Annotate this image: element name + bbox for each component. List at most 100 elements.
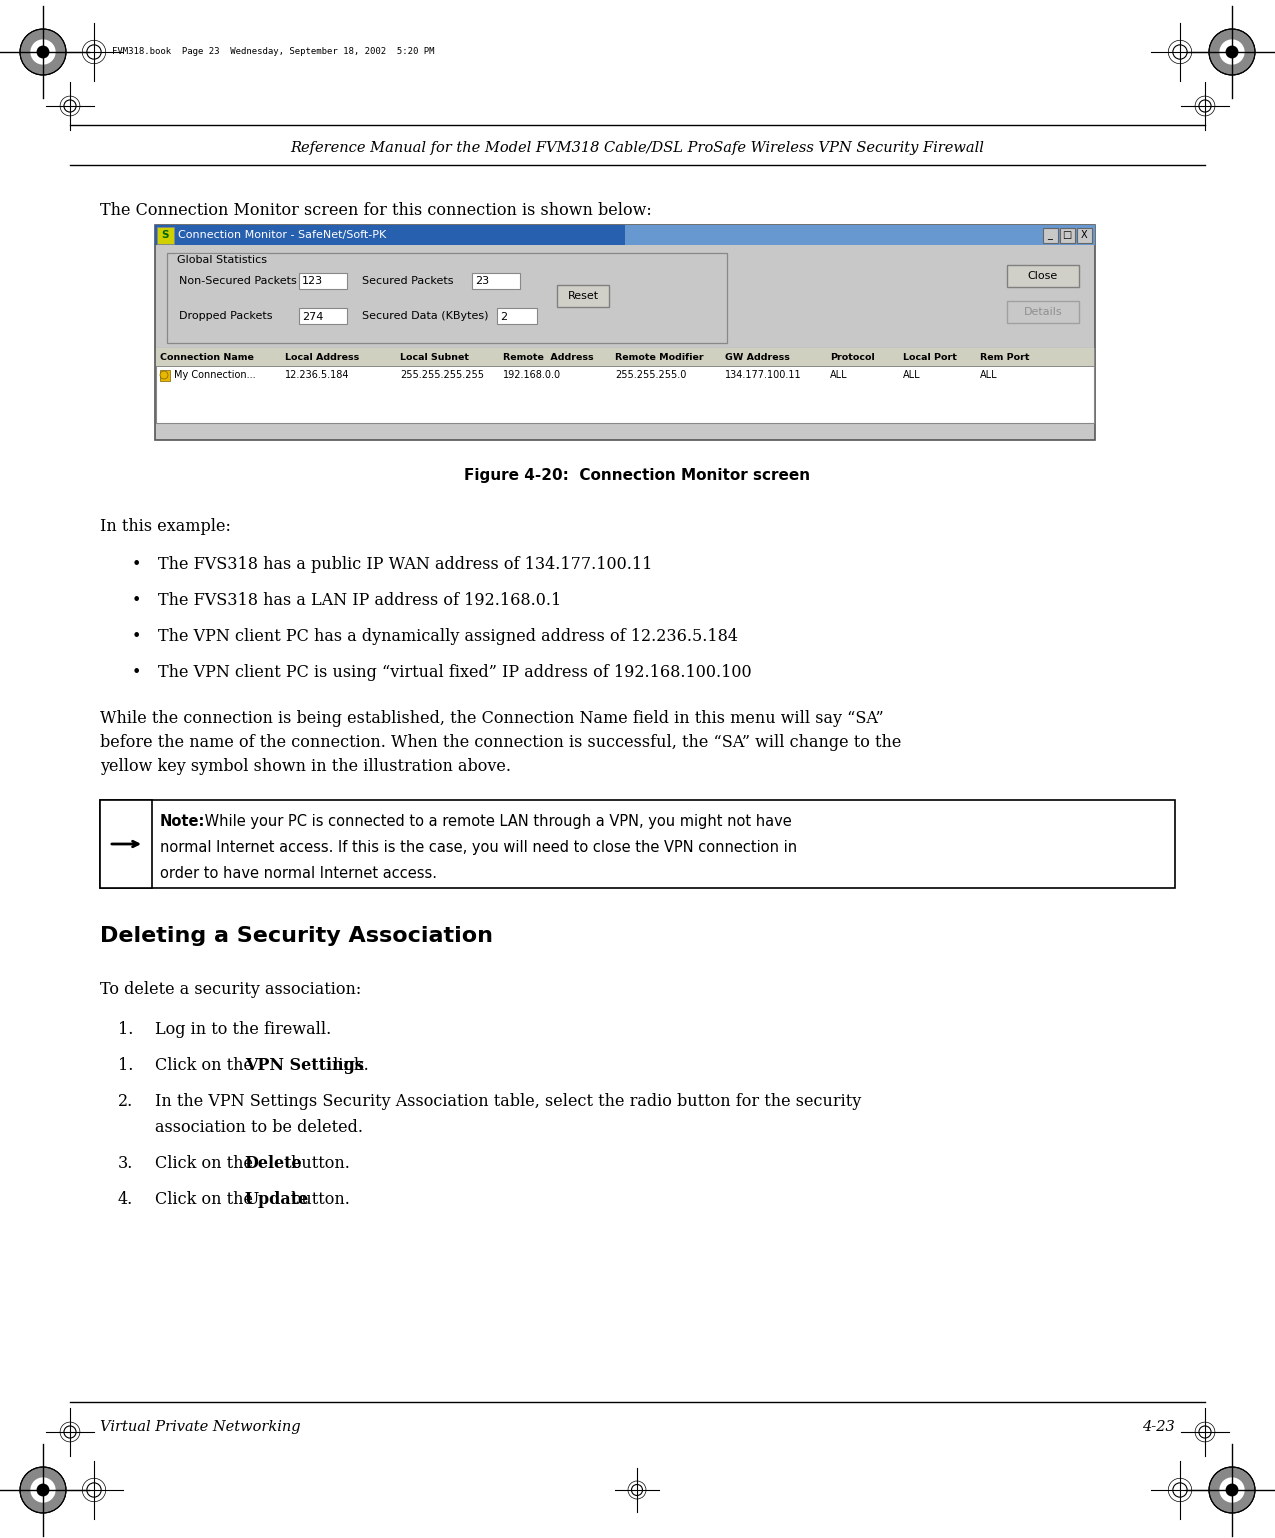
Text: •: •	[133, 628, 142, 644]
Text: X: X	[1081, 231, 1088, 240]
Bar	[1043, 228, 1058, 243]
Text: 192.168.0.0: 192.168.0.0	[504, 371, 561, 380]
Bar	[159, 371, 170, 381]
Bar	[1007, 265, 1079, 288]
Text: Click on the: Click on the	[156, 1155, 258, 1172]
Text: link.: link.	[328, 1057, 368, 1074]
Text: ALL: ALL	[980, 371, 997, 380]
Text: 1.: 1.	[119, 1057, 134, 1074]
Text: Rem Port: Rem Port	[980, 352, 1029, 361]
Circle shape	[1219, 1478, 1244, 1503]
Circle shape	[20, 29, 66, 75]
Bar	[156, 225, 1095, 440]
Text: Non-Secured Packets: Non-Secured Packets	[179, 275, 297, 286]
Text: •: •	[133, 557, 142, 574]
Text: Close: Close	[1028, 271, 1058, 281]
Text: •: •	[133, 664, 142, 681]
Bar	[157, 228, 173, 245]
Text: Reference Manual for the Model FVM318 Cable/DSL ProSafe Wireless VPN Security Fi: Reference Manual for the Model FVM318 Ca…	[289, 141, 984, 155]
Text: Figure 4-20:  Connection Monitor screen: Figure 4-20: Connection Monitor screen	[464, 468, 810, 483]
Text: Click on the: Click on the	[156, 1057, 258, 1074]
Text: Connection Monitor - SafeNet/Soft-PK: Connection Monitor - SafeNet/Soft-PK	[179, 231, 386, 240]
Text: yellow key symbol shown in the illustration above.: yellow key symbol shown in the illustrat…	[99, 758, 511, 775]
Text: before the name of the connection. When the connection is successful, the “SA” w: before the name of the connection. When …	[99, 734, 901, 751]
Text: •: •	[133, 592, 142, 609]
Text: _: _	[1048, 231, 1052, 240]
Text: Virtual Private Networking: Virtual Private Networking	[99, 1420, 301, 1433]
Text: order to have normal Internet access.: order to have normal Internet access.	[159, 866, 437, 881]
Text: The FVS318 has a public IP WAN address of 134.177.100.11: The FVS318 has a public IP WAN address o…	[158, 557, 653, 574]
Circle shape	[20, 1467, 66, 1513]
Text: 274: 274	[302, 312, 324, 321]
Text: In this example:: In this example:	[99, 518, 231, 535]
Text: Local Address: Local Address	[286, 352, 360, 361]
Text: Local Port: Local Port	[903, 352, 956, 361]
Circle shape	[1219, 40, 1244, 65]
Bar	[557, 285, 609, 308]
Text: VPN Settings: VPN Settings	[245, 1057, 363, 1074]
Circle shape	[1209, 1467, 1255, 1513]
Bar	[1007, 301, 1079, 323]
Circle shape	[31, 1478, 56, 1503]
Bar	[167, 252, 727, 343]
Text: Update: Update	[245, 1190, 309, 1207]
Bar	[99, 800, 152, 887]
Circle shape	[1225, 46, 1238, 58]
Text: 134.177.100.11: 134.177.100.11	[725, 371, 802, 380]
Bar	[625, 225, 1095, 245]
Text: 2: 2	[500, 312, 507, 321]
Text: Connection Name: Connection Name	[159, 352, 254, 361]
Text: 12.236.5.184: 12.236.5.184	[286, 371, 349, 380]
Text: Click on the: Click on the	[156, 1190, 258, 1207]
Bar	[1060, 228, 1075, 243]
Bar	[156, 348, 1094, 366]
Circle shape	[1209, 29, 1255, 75]
Text: Secured Data (KBytes): Secured Data (KBytes)	[362, 311, 488, 321]
Text: While the connection is being established, the Connection Name field in this men: While the connection is being establishe…	[99, 711, 884, 727]
Text: ALL: ALL	[903, 371, 921, 380]
Text: The Connection Monitor screen for this connection is shown below:: The Connection Monitor screen for this c…	[99, 201, 652, 218]
Circle shape	[1225, 1484, 1238, 1496]
Bar	[497, 308, 537, 325]
Bar	[156, 348, 1094, 423]
Text: Remote  Address: Remote Address	[504, 352, 594, 361]
Text: The VPN client PC is using “virtual fixed” IP address of 192.168.100.100: The VPN client PC is using “virtual fixe…	[158, 664, 752, 681]
Text: normal Internet access. If this is the case, you will need to close the VPN conn: normal Internet access. If this is the c…	[159, 840, 797, 855]
Text: GW Address: GW Address	[725, 352, 790, 361]
Text: FVM318.book  Page 23  Wednesday, September 18, 2002  5:20 PM: FVM318.book Page 23 Wednesday, September…	[112, 48, 435, 57]
Text: Reset: Reset	[567, 291, 598, 301]
Bar	[472, 274, 520, 289]
Text: Details: Details	[1024, 308, 1062, 317]
Text: 4.: 4.	[119, 1190, 134, 1207]
Text: button.: button.	[286, 1190, 349, 1207]
Text: 255.255.255.255: 255.255.255.255	[400, 371, 484, 380]
Circle shape	[37, 1484, 50, 1496]
Bar	[99, 800, 1176, 887]
Text: 23: 23	[476, 277, 490, 286]
Bar	[300, 274, 347, 289]
Text: In the VPN Settings Security Association table, select the radio button for the : In the VPN Settings Security Association…	[156, 1094, 861, 1110]
Text: Secured Packets: Secured Packets	[362, 275, 454, 286]
Text: 255.255.255.0: 255.255.255.0	[615, 371, 686, 380]
Text: The FVS318 has a LAN IP address of 192.168.0.1: The FVS318 has a LAN IP address of 192.1…	[158, 592, 561, 609]
Text: S: S	[161, 231, 168, 240]
Text: While your PC is connected to a remote LAN through a VPN, you might not have: While your PC is connected to a remote L…	[200, 814, 792, 829]
Text: □: □	[1062, 231, 1071, 240]
Text: Delete: Delete	[245, 1155, 302, 1172]
Text: Global Statistics: Global Statistics	[177, 255, 266, 265]
Text: Local Subnet: Local Subnet	[400, 352, 469, 361]
Text: Dropped Packets: Dropped Packets	[179, 311, 273, 321]
Text: The VPN client PC has a dynamically assigned address of 12.236.5.184: The VPN client PC has a dynamically assi…	[158, 628, 738, 644]
Bar	[300, 308, 347, 325]
Text: 3.: 3.	[119, 1155, 134, 1172]
Text: 2.: 2.	[119, 1094, 134, 1110]
Text: association to be deleted.: association to be deleted.	[156, 1120, 363, 1137]
Text: To delete a security association:: To delete a security association:	[99, 981, 361, 998]
Bar	[156, 225, 625, 245]
Text: 1.: 1.	[119, 1021, 134, 1038]
Circle shape	[159, 371, 168, 378]
Text: Deleting a Security Association: Deleting a Security Association	[99, 926, 493, 946]
Text: 4-23: 4-23	[1142, 1420, 1176, 1433]
Text: Protocol: Protocol	[830, 352, 875, 361]
Text: Remote Modifier: Remote Modifier	[615, 352, 704, 361]
